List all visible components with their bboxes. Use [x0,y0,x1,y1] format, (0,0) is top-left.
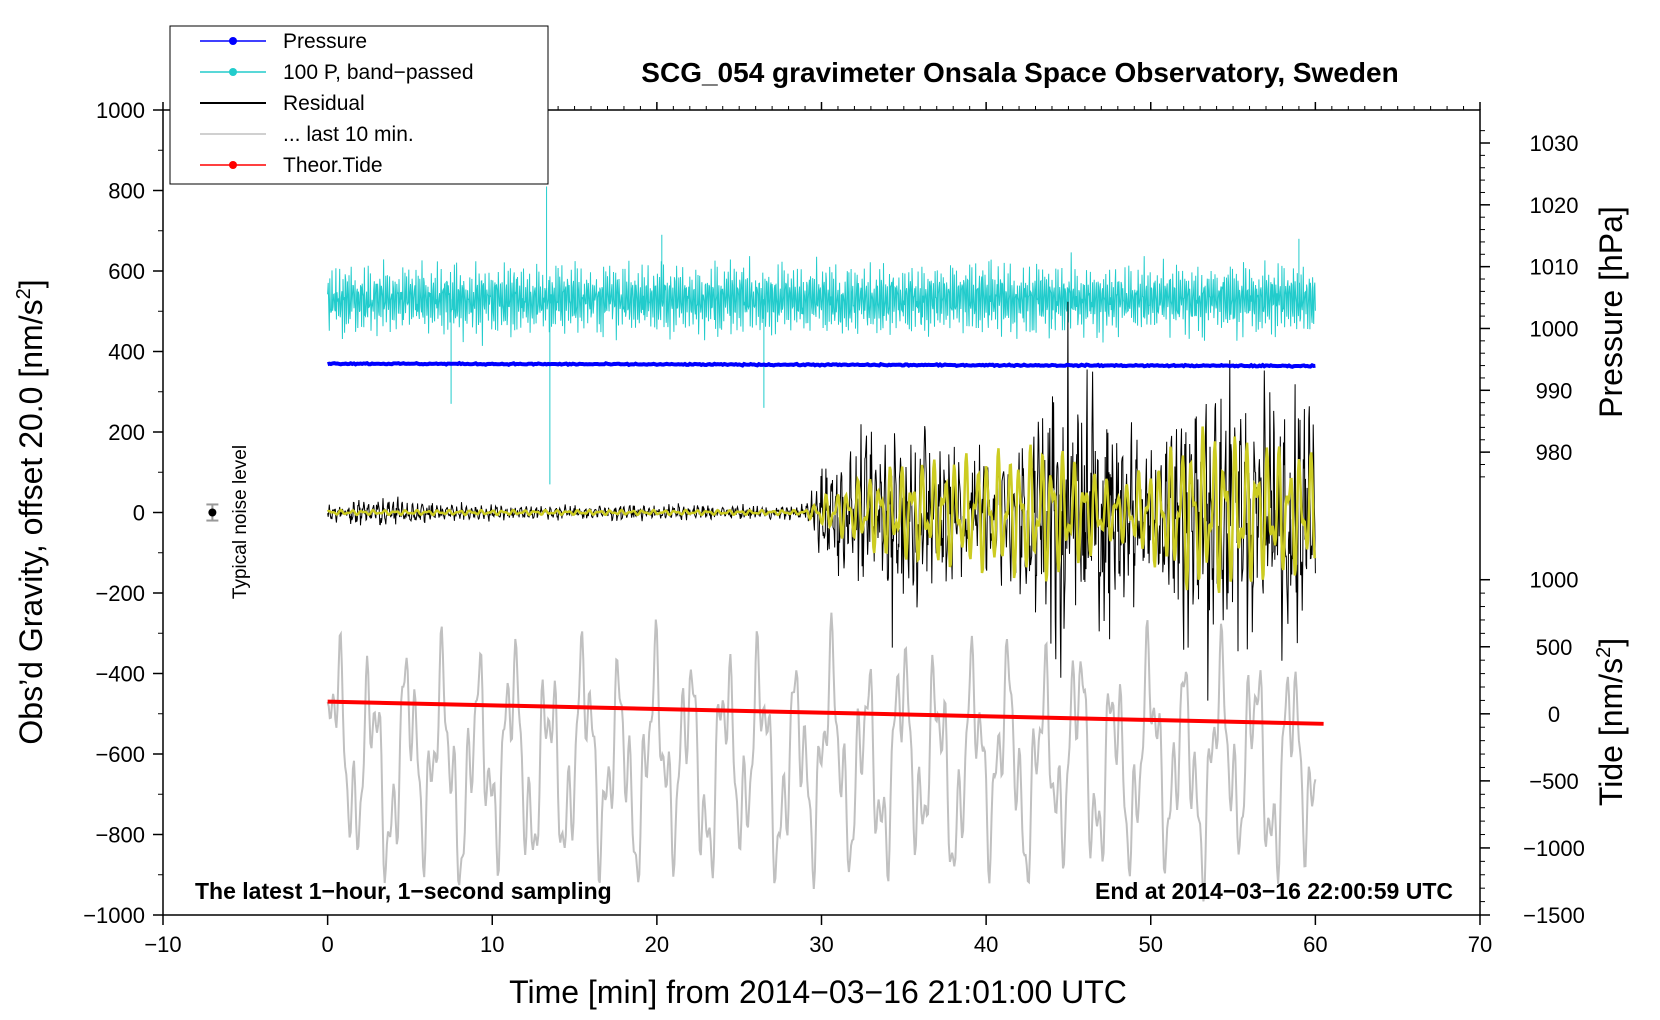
x-tick-label: 70 [1468,932,1492,957]
y-axis-pressure-title: Pressure [hPa] [1593,206,1629,418]
y-axis-tide-title-end: ] [1593,638,1629,647]
legend-marker [229,37,237,45]
y-axis-tide-title-main: Tide [nm/s [1593,658,1629,806]
pressure-tick-label: 980 [1536,440,1573,465]
series-line-pressure [327,360,1316,369]
legend-label: ... last 10 min. [283,123,414,146]
x-tick-label: 40 [974,932,998,957]
y-tick-label: −600 [95,742,145,767]
x-tick-label: 0 [322,932,334,957]
series-line-residual-band-passed [326,426,1317,593]
x-axis: −10 0 10 20 30 40 50 60 70 [144,102,1492,957]
y-axis-tide: −1500 −1000 −500 0 500 1000 [1480,568,1585,928]
y-tick-label: −400 [95,662,145,687]
tide-tick-label: −500 [1529,769,1579,794]
y-axis-left-title-sup: 2 [13,288,35,299]
tide-tick-label: 500 [1536,635,1573,660]
footer-left-label: The latest 1−hour, 1−second sampling [195,878,612,904]
y-tick-label: −800 [95,823,145,848]
series-line-theoretical-tide [327,699,1324,726]
x-tick-label: 50 [1139,932,1163,957]
y-axis-left-title: Obs’d Gravity, offset 20.0 [nm/s2] [13,279,49,744]
legend-entry: Pressure [200,30,367,53]
error-bar-point [208,508,217,517]
y-tick-label: 600 [108,259,145,284]
legend-label: Theor.Tide [283,154,383,177]
pressure-tick-label: 1030 [1530,131,1579,156]
y-tick-label: 400 [108,340,145,365]
legend-entry: 100 P, band−passed [200,61,474,84]
y-tick-label: 0 [133,501,145,526]
x-tick-label: 10 [480,932,504,957]
y-axis-left: −1000 −800 −600 −400 −200 0 200 400 600 800 1000 [83,98,163,928]
noise-error-bar [206,503,219,522]
legend-entry: Residual [200,92,365,115]
chart-title: SCG_054 gravimeter Onsala Space Observat… [641,57,1398,88]
legend-marker [229,161,237,169]
pressure-tick-label: 990 [1536,378,1573,403]
x-tick-label: 30 [809,932,833,957]
tide-tick-label: 1000 [1530,568,1579,593]
tide-tick-label: −1000 [1523,836,1585,861]
legend-box [169,25,549,185]
y-axis-pressure: 980 990 1000 1010 1020 1030 [1480,130,1579,478]
tide-tick-label: −1500 [1523,903,1585,928]
y-axis-left-title-end: ] [13,279,49,288]
series-layer [206,186,1324,902]
y-axis-tide-title-sup: 2 [1593,647,1615,658]
legend-entry: Theor.Tide [200,154,383,177]
legend-entries: Pressure 100 P, band−passed Residual ... la… [200,30,474,177]
legend: Pressure 100 P, band−passed Residual ... la… [169,25,549,185]
y-tick-label: −200 [95,581,145,606]
noise-level-label: Typical noise level [230,445,251,599]
y-axis-tide-title: Tide [nm/s2] [1593,638,1629,806]
y-tick-label: −1000 [83,903,145,928]
legend-entry: ... last 10 min. [200,123,414,146]
x-tick-label: −10 [144,932,181,957]
legend-label: Residual [283,92,365,115]
pressure-tick-label: 1020 [1530,193,1579,218]
y-axis-left-title-main: Obs’d Gravity, offset 20.0 [nm/s [13,299,49,744]
legend-marker [229,68,237,76]
x-axis-title: Time [min] from 2014−03−16 21:01:00 UTC [509,974,1127,1010]
x-tick-label: 60 [1303,932,1327,957]
footer-right-label: End at 2014−03−16 22:00:59 UTC [1095,878,1453,904]
pressure-tick-label: 1000 [1530,316,1579,341]
series-line-band-passed-pressure [327,252,1316,346]
legend-label: Pressure [283,30,367,53]
tide-tick-label: 0 [1548,702,1560,727]
legend-label: 100 P, band−passed [283,61,474,84]
y-tick-label: 200 [108,420,145,445]
y-tick-label: 1000 [96,98,145,123]
pressure-tick-label: 1010 [1530,255,1579,280]
x-tick-label: 20 [645,932,669,957]
y-tick-label: 800 [108,179,145,204]
